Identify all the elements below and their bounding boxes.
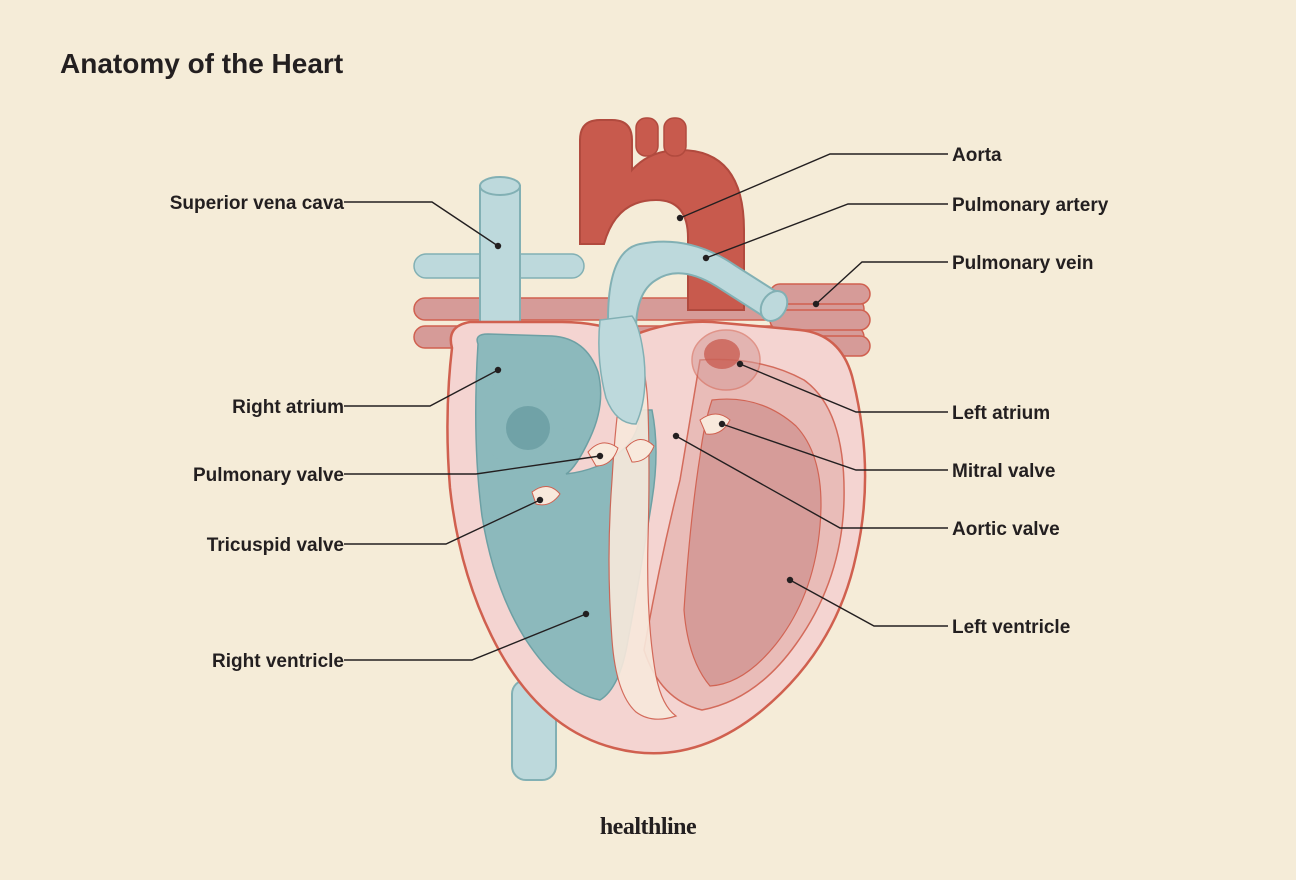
label-left-atrium: Left atrium — [952, 403, 1050, 425]
label-mitral-valve: Mitral valve — [952, 461, 1056, 483]
label-pulmonary-artery: Pulmonary artery — [952, 195, 1108, 217]
heart-illustration — [0, 0, 1296, 880]
label-pulmonary-valve: Pulmonary valve — [193, 465, 344, 487]
brand-logo: healthline — [600, 814, 696, 841]
label-aortic-valve: Aortic valve — [952, 519, 1060, 541]
label-aorta: Aorta — [952, 145, 1002, 167]
label-pulmonary-vein: Pulmonary vein — [952, 253, 1094, 275]
label-right-ventricle: Right ventricle — [212, 651, 344, 673]
label-right-atrium: Right atrium — [232, 397, 344, 419]
label-left-ventricle: Left ventricle — [952, 617, 1070, 639]
label-tricuspid-valve: Tricuspid valve — [207, 535, 344, 557]
diagram-canvas: Anatomy of the Heart Superior vena cavaR… — [0, 0, 1296, 880]
label-superior-vena-cava: Superior vena cava — [170, 193, 344, 215]
